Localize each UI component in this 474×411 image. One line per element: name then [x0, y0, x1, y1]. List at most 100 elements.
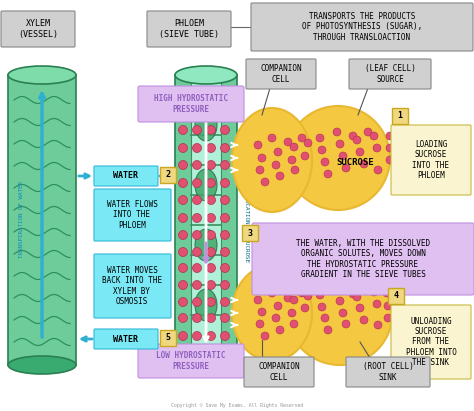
Text: TRANSPORTS THE PRODUCTS
OF PHOTOSYNTHESIS (SUGAR),
THROUGH TRANSLOACTION: TRANSPORTS THE PRODUCTS OF PHOTOSYNTHESI…: [302, 12, 422, 42]
Ellipse shape: [8, 356, 76, 374]
Circle shape: [192, 143, 201, 152]
Circle shape: [386, 156, 394, 164]
Circle shape: [220, 298, 229, 307]
FancyBboxPatch shape: [94, 189, 171, 241]
Circle shape: [220, 88, 229, 97]
Circle shape: [220, 349, 229, 358]
FancyBboxPatch shape: [244, 357, 314, 387]
Circle shape: [220, 247, 229, 256]
Circle shape: [220, 231, 229, 240]
Circle shape: [192, 247, 201, 256]
Circle shape: [258, 308, 266, 316]
Text: COMPANION
CELL: COMPANION CELL: [258, 363, 300, 382]
Circle shape: [383, 289, 391, 297]
Circle shape: [179, 213, 188, 222]
Circle shape: [179, 298, 188, 307]
Text: 5: 5: [165, 333, 171, 342]
Ellipse shape: [175, 356, 237, 374]
Circle shape: [370, 132, 378, 140]
Circle shape: [324, 326, 332, 334]
Circle shape: [192, 88, 201, 97]
Circle shape: [220, 280, 229, 289]
Circle shape: [290, 296, 298, 304]
Circle shape: [256, 166, 264, 174]
Circle shape: [179, 108, 188, 116]
Circle shape: [192, 108, 201, 116]
Circle shape: [261, 332, 269, 340]
Circle shape: [316, 291, 324, 299]
Circle shape: [360, 160, 368, 168]
Circle shape: [207, 231, 216, 240]
Circle shape: [342, 320, 350, 328]
Text: PHLOEM
(SIEVE TUBE): PHLOEM (SIEVE TUBE): [159, 19, 219, 39]
Circle shape: [192, 196, 201, 205]
FancyBboxPatch shape: [346, 357, 430, 387]
Text: WATER FLOWS
INTO THE
PHLOEM: WATER FLOWS INTO THE PHLOEM: [107, 200, 157, 230]
Circle shape: [258, 154, 266, 162]
Ellipse shape: [175, 66, 237, 84]
Circle shape: [179, 247, 188, 256]
Text: 2: 2: [165, 171, 171, 180]
Circle shape: [301, 152, 309, 160]
Ellipse shape: [232, 265, 312, 361]
Circle shape: [179, 178, 188, 187]
Circle shape: [192, 231, 201, 240]
Bar: [160, 167, 176, 183]
Circle shape: [268, 289, 276, 297]
Circle shape: [207, 349, 216, 358]
Circle shape: [220, 108, 229, 116]
Bar: [175, 75, 237, 365]
Circle shape: [207, 332, 216, 340]
FancyBboxPatch shape: [94, 254, 171, 318]
Text: HIGH HYDROSTATIC
PRESSURE: HIGH HYDROSTATIC PRESSURE: [154, 94, 228, 114]
Circle shape: [342, 164, 350, 172]
Circle shape: [192, 161, 201, 169]
Circle shape: [179, 314, 188, 323]
Bar: [242, 225, 258, 241]
Circle shape: [290, 320, 298, 328]
Circle shape: [192, 349, 201, 358]
Text: THE WATER, WITH THE DISSOLVED
ORGANIC SOLUTES, MOVES DOWN
THE HYDROSTATIC PRESSU: THE WATER, WITH THE DISSOLVED ORGANIC SO…: [296, 239, 430, 279]
Circle shape: [207, 108, 216, 116]
Text: 3: 3: [247, 229, 253, 238]
Circle shape: [220, 314, 229, 323]
Circle shape: [207, 213, 216, 222]
Circle shape: [192, 125, 201, 134]
Circle shape: [288, 309, 296, 317]
Circle shape: [373, 144, 381, 152]
Circle shape: [360, 316, 368, 324]
Ellipse shape: [195, 169, 217, 201]
Text: COMPANION
CELL: COMPANION CELL: [260, 64, 302, 84]
Circle shape: [220, 332, 229, 340]
Circle shape: [353, 136, 361, 144]
Circle shape: [192, 280, 201, 289]
Circle shape: [333, 285, 341, 293]
Circle shape: [179, 125, 188, 134]
Circle shape: [276, 172, 284, 180]
Circle shape: [374, 321, 382, 329]
Ellipse shape: [288, 265, 392, 365]
Circle shape: [207, 280, 216, 289]
Circle shape: [220, 125, 229, 134]
Circle shape: [179, 161, 188, 169]
FancyBboxPatch shape: [251, 3, 473, 51]
FancyBboxPatch shape: [391, 305, 471, 379]
Circle shape: [349, 132, 357, 140]
Text: LOADING
SUCROSE
INTO THE
PHLOEM: LOADING SUCROSE INTO THE PHLOEM: [412, 140, 449, 180]
Circle shape: [192, 213, 201, 222]
Circle shape: [318, 146, 326, 154]
Circle shape: [274, 302, 282, 310]
FancyBboxPatch shape: [94, 329, 158, 349]
Circle shape: [179, 88, 188, 97]
Text: (LEAF CELL)
SOURCE: (LEAF CELL) SOURCE: [365, 64, 415, 84]
Bar: [191, 79, 221, 361]
Circle shape: [336, 140, 344, 148]
Circle shape: [373, 300, 381, 308]
FancyBboxPatch shape: [246, 59, 316, 89]
Circle shape: [207, 263, 216, 272]
Ellipse shape: [232, 108, 312, 212]
Circle shape: [207, 196, 216, 205]
Circle shape: [274, 148, 282, 156]
Ellipse shape: [195, 289, 217, 321]
Text: LOW HYDROSTATIC
PRESSURE: LOW HYDROSTATIC PRESSURE: [156, 351, 226, 371]
